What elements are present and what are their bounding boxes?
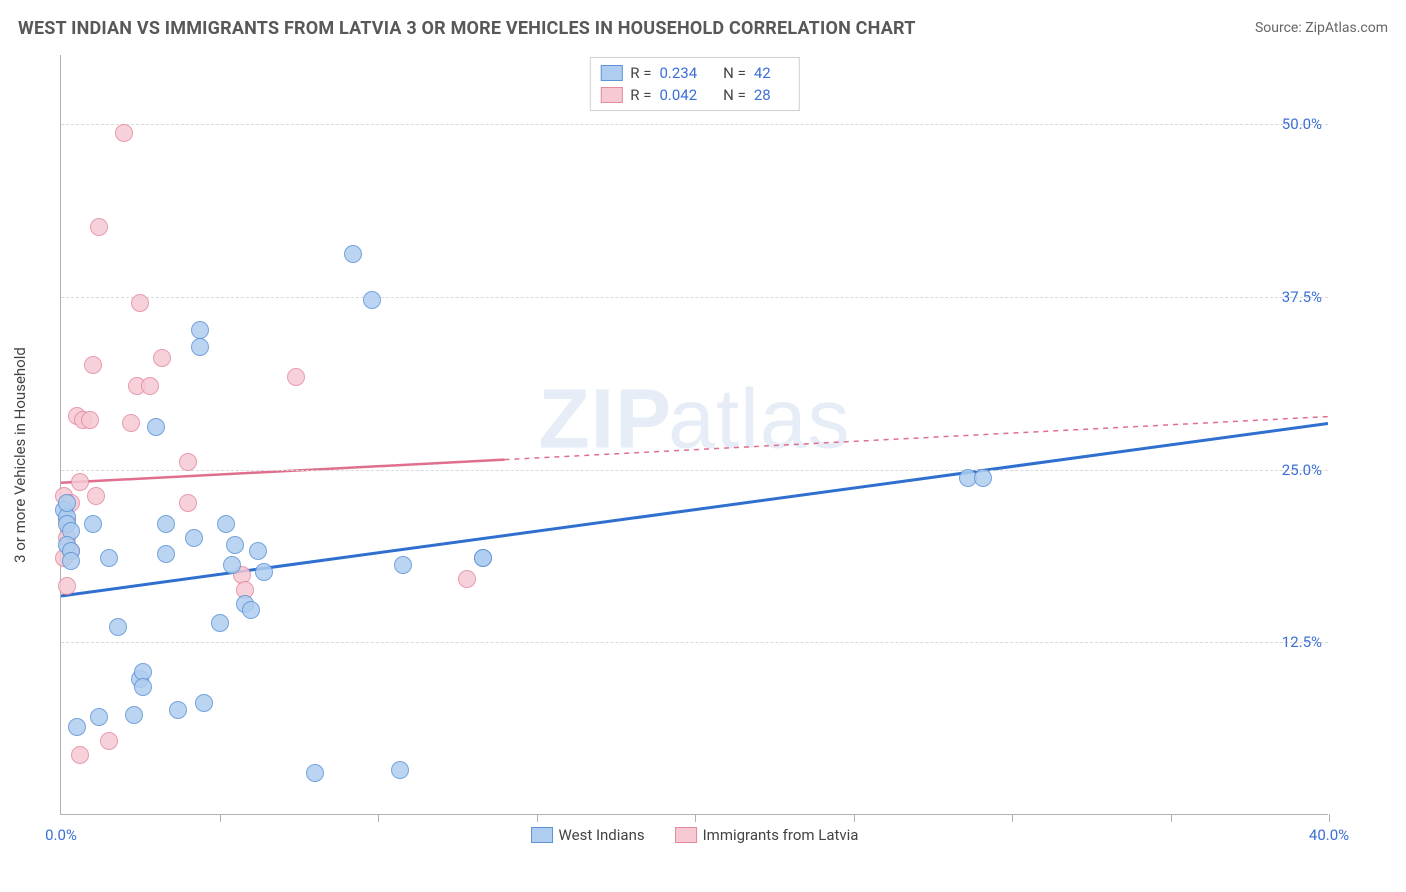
scatter-point-westindian xyxy=(474,549,492,567)
scatter-point-westindian xyxy=(68,718,86,736)
scatter-point-latvia xyxy=(84,356,102,374)
scatter-point-latvia xyxy=(153,349,171,367)
y-tick-label: 25.0% xyxy=(1282,461,1322,479)
scatter-point-westindian xyxy=(211,614,229,632)
legend-label-1: West Indians xyxy=(559,826,645,844)
r-value-1: 0.234 xyxy=(659,64,697,82)
n-label: N = xyxy=(723,64,746,82)
chart-container: 3 or more Vehicles in Household ZIPatlas… xyxy=(42,55,1382,855)
scatter-point-latvia xyxy=(71,746,89,764)
scatter-point-westindian xyxy=(394,556,412,574)
scatter-point-latvia xyxy=(179,453,197,471)
scatter-point-westindian xyxy=(147,418,165,436)
r-label: R = xyxy=(630,64,651,82)
scatter-point-westindian xyxy=(157,545,175,563)
scatter-point-westindian xyxy=(134,678,152,696)
scatter-point-westindian xyxy=(62,552,80,570)
scatter-point-latvia xyxy=(115,124,133,142)
y-axis-title: 3 or more Vehicles in Household xyxy=(11,347,29,563)
legend-item-1: West Indians xyxy=(531,826,645,844)
scatter-point-westindian xyxy=(223,556,241,574)
scatter-point-westindian xyxy=(191,338,209,356)
x-tick xyxy=(854,814,855,822)
legend-row-2: R = 0.042 N = 28 xyxy=(600,84,788,106)
legend-row-1: R = 0.234 N = 42 xyxy=(600,62,788,84)
scatter-point-latvia xyxy=(131,294,149,312)
scatter-point-latvia xyxy=(179,494,197,512)
scatter-point-westindian xyxy=(306,764,324,782)
swatch-series-1b xyxy=(531,827,553,843)
scatter-point-westindian xyxy=(191,321,209,339)
legend-item-2: Immigrants from Latvia xyxy=(675,826,859,844)
scatter-point-westindian xyxy=(100,549,118,567)
scatter-point-westindian xyxy=(84,515,102,533)
scatter-point-westindian xyxy=(185,529,203,547)
swatch-series-1 xyxy=(600,65,622,81)
watermark-bold: ZIP xyxy=(538,372,672,466)
x-tick xyxy=(1171,814,1172,822)
swatch-series-2 xyxy=(600,87,622,103)
scatter-point-westindian xyxy=(344,245,362,263)
y-tick-label: 12.5% xyxy=(1282,633,1322,651)
scatter-point-latvia xyxy=(122,414,140,432)
scatter-point-westindian xyxy=(195,694,213,712)
r-value-2: 0.042 xyxy=(659,86,697,104)
x-label-right: 40.0% xyxy=(1309,826,1349,844)
plot-area: ZIPatlas R = 0.234 N = 42 R = 0.042 N = … xyxy=(60,55,1328,815)
y-tick-label: 37.5% xyxy=(1282,288,1322,306)
correlation-legend: R = 0.234 N = 42 R = 0.042 N = 28 xyxy=(589,57,799,111)
scatter-point-latvia xyxy=(100,732,118,750)
scatter-point-westindian xyxy=(169,701,187,719)
x-tick xyxy=(1012,814,1013,822)
chart-title: WEST INDIAN VS IMMIGRANTS FROM LATVIA 3 … xyxy=(18,18,916,39)
x-tick xyxy=(537,814,538,822)
scatter-point-westindian xyxy=(974,469,992,487)
series-legend: West Indians Immigrants from Latvia xyxy=(531,826,859,844)
scatter-point-westindian xyxy=(90,708,108,726)
n-label: N = xyxy=(723,86,746,104)
scatter-point-westindian xyxy=(58,494,76,512)
trend-lines xyxy=(61,55,1328,814)
watermark: ZIPatlas xyxy=(538,371,850,468)
scatter-point-westindian xyxy=(125,706,143,724)
n-value-1: 42 xyxy=(754,64,771,82)
gridline-h xyxy=(61,470,1328,471)
gridline-h xyxy=(61,642,1328,643)
r-label: R = xyxy=(630,86,651,104)
scatter-point-westindian xyxy=(242,601,260,619)
legend-label-2: Immigrants from Latvia xyxy=(703,826,859,844)
scatter-point-westindian xyxy=(391,761,409,779)
y-tick-label: 50.0% xyxy=(1282,115,1322,133)
gridline-h xyxy=(61,297,1328,298)
scatter-point-latvia xyxy=(141,377,159,395)
source-attribution: Source: ZipAtlas.com xyxy=(1255,20,1388,36)
scatter-point-westindian xyxy=(217,515,235,533)
scatter-point-westindian xyxy=(255,563,273,581)
x-tick xyxy=(378,814,379,822)
x-tick xyxy=(695,814,696,822)
scatter-point-latvia xyxy=(81,411,99,429)
scatter-point-latvia xyxy=(71,473,89,491)
n-value-2: 28 xyxy=(754,86,771,104)
scatter-point-westindian xyxy=(363,291,381,309)
scatter-point-latvia xyxy=(287,368,305,386)
x-label-left: 0.0% xyxy=(45,826,77,844)
scatter-point-latvia xyxy=(58,577,76,595)
scatter-point-westindian xyxy=(249,542,267,560)
scatter-point-westindian xyxy=(226,536,244,554)
swatch-series-2b xyxy=(675,827,697,843)
scatter-point-latvia xyxy=(90,218,108,236)
scatter-point-westindian xyxy=(109,618,127,636)
x-tick xyxy=(1329,814,1330,822)
watermark-light: atlas xyxy=(668,372,850,466)
scatter-point-westindian xyxy=(157,515,175,533)
gridline-h xyxy=(61,124,1328,125)
scatter-point-latvia xyxy=(87,487,105,505)
scatter-point-latvia xyxy=(458,570,476,588)
x-tick xyxy=(220,814,221,822)
